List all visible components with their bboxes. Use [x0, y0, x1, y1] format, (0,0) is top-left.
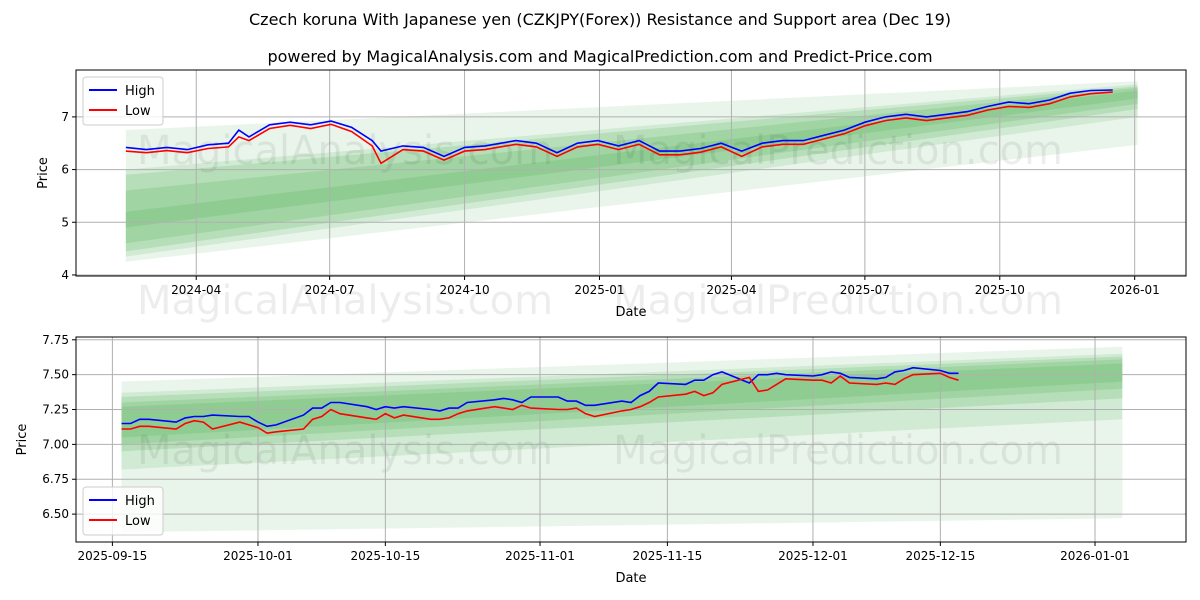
support-resistance-band	[121, 356, 1123, 452]
y-tick-label: 6.50	[42, 507, 69, 521]
x-tick-label: 2025-01	[574, 283, 624, 297]
y-axis-label: Price	[15, 424, 30, 456]
watermark: MagicalAnalysis.com	[137, 428, 553, 474]
y-tick-label: 6	[61, 163, 69, 177]
y-tick-label: 7	[61, 110, 69, 124]
legend-label-high: High	[125, 84, 155, 99]
watermark: MagicalAnalysis.com	[137, 278, 553, 324]
y-axis-label: Price	[36, 157, 51, 189]
y-tick-label: 6.75	[42, 472, 69, 486]
series-line-low	[125, 91, 1113, 165]
y-tick-label: 4	[61, 268, 69, 282]
legend-label-low: Low	[125, 514, 151, 529]
y-tick-label: 7.75	[42, 333, 69, 347]
support-resistance-band	[121, 346, 1123, 533]
x-tick-label: 2025-10-01	[223, 549, 293, 563]
chart-title: Czech koruna With Japanese yen (CZKJPY(F…	[249, 10, 951, 29]
legend-label-low: Low	[125, 104, 151, 119]
x-tick-label: 2026-01	[1110, 283, 1160, 297]
x-tick-label: 2024-07	[305, 283, 355, 297]
x-tick-label: 2024-04	[171, 283, 221, 297]
x-tick-label: 2025-10	[975, 283, 1025, 297]
chart-panel-2: MagicalAnalysis.com MagicalPrediction.com…	[15, 333, 1187, 586]
x-tick-label: 2025-11-01	[505, 549, 575, 563]
support-resistance-band	[125, 86, 1138, 252]
x-tick-label: 2025-09-15	[78, 549, 148, 563]
support-resistance-band	[125, 87, 1138, 244]
x-tick-label: 2025-04	[706, 283, 756, 297]
support-resistance-band	[125, 81, 1138, 262]
legend: High Low	[82, 486, 164, 536]
plot-frame	[75, 69, 1187, 277]
watermark: MagicalAnalysis.com	[137, 128, 553, 174]
x-tick-label: 2025-12-01	[778, 549, 848, 563]
legend-label-high: High	[125, 494, 155, 509]
x-tick-label: 2026-01-01	[1060, 549, 1130, 563]
x-tick-label: 2024-10	[440, 283, 490, 297]
watermark: MagicalPrediction.com	[613, 278, 1063, 324]
support-resistance-band	[125, 90, 1138, 228]
chart-subtitle: powered by MagicalAnalysis.com and Magic…	[267, 47, 933, 66]
y-tick-label: 7.50	[42, 368, 69, 382]
y-tick-label: 7.00	[42, 437, 69, 451]
chart-panel-1: MagicalAnalysis.com MagicalPrediction.com…	[36, 69, 1187, 324]
y-tick-label: 7.25	[42, 403, 69, 417]
x-axis-label: Date	[615, 305, 646, 320]
series-line-high	[125, 89, 1113, 158]
plot-frame	[75, 336, 1187, 543]
x-axis-label: Date	[615, 571, 646, 586]
x-tick-label: 2025-11-15	[633, 549, 703, 563]
legend: High Low	[82, 76, 164, 126]
x-tick-label: 2025-07	[840, 283, 890, 297]
x-tick-label: 2025-12-15	[905, 549, 975, 563]
y-tick-label: 5	[61, 215, 69, 229]
x-tick-label: 2025-10-15	[350, 549, 420, 563]
watermark: MagicalPrediction.com	[613, 428, 1063, 474]
support-resistance-band	[125, 84, 1138, 257]
